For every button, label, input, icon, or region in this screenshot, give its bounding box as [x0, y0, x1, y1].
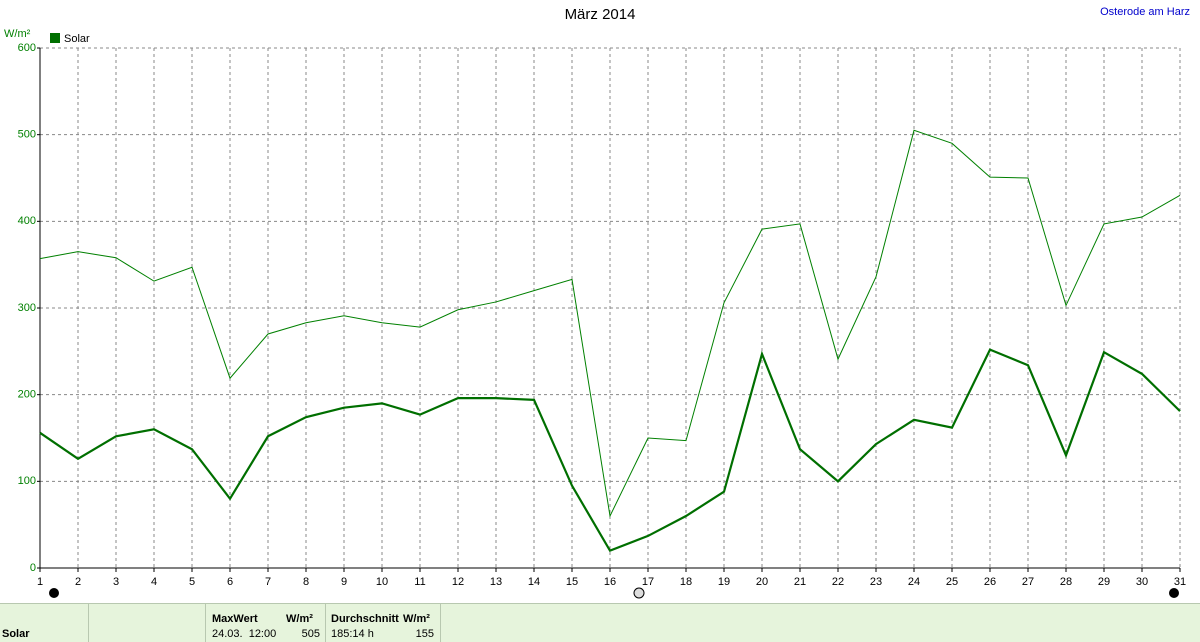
series-line — [39, 129, 1181, 518]
max-unit: W/m² — [286, 613, 313, 625]
y-tick-label: 0 — [30, 562, 36, 574]
x-tick-label: 18 — [680, 576, 692, 588]
x-tick-label: 5 — [189, 576, 195, 588]
max-value: 505 — [301, 628, 320, 640]
x-tick-label: 14 — [528, 576, 540, 588]
legend-label: Solar — [64, 33, 90, 45]
y-tick-label: 500 — [18, 129, 36, 141]
footer-label: Solar — [2, 628, 30, 640]
cell — [0, 604, 89, 642]
x-tick-label: 23 — [870, 576, 882, 588]
x-tick-label: 27 — [1022, 576, 1034, 588]
x-tick-label: 22 — [832, 576, 844, 588]
x-tick-label: 1 — [37, 576, 43, 588]
cell — [88, 604, 206, 642]
x-tick-label: 28 — [1060, 576, 1072, 588]
cell — [205, 604, 326, 642]
y-axis-label: W/m² — [4, 28, 31, 40]
x-tick-label: 13 — [490, 576, 502, 588]
moon-icon — [633, 587, 645, 599]
x-tick-label: 6 — [227, 576, 233, 588]
x-tick-label: 15 — [566, 576, 578, 588]
x-tick-label: 2 — [75, 576, 81, 588]
avg-unit: W/m² — [403, 613, 430, 625]
x-tick-label: 24 — [908, 576, 920, 588]
y-tick-label: 600 — [18, 42, 36, 54]
chart-title: März 2014 — [565, 6, 636, 23]
x-tick-label: 12 — [452, 576, 464, 588]
location: Osterode am Harz — [1100, 6, 1190, 18]
x-tick-label: 10 — [376, 576, 388, 588]
x-tick-label: 20 — [756, 576, 768, 588]
series-line — [39, 348, 1181, 553]
x-tick-label: 31 — [1174, 576, 1186, 588]
x-tick-label: 4 — [151, 576, 157, 588]
x-tick-label: 11 — [414, 576, 425, 588]
x-tick-label: 8 — [303, 576, 309, 588]
moon-icon — [49, 588, 59, 598]
x-tick-label: 29 — [1098, 576, 1110, 588]
x-tick-label: 26 — [984, 576, 996, 588]
x-tick-label: 25 — [946, 576, 958, 588]
x-tick-label: 9 — [341, 576, 347, 588]
x-tick-label: 7 — [265, 576, 271, 588]
x-tick-label: 21 — [794, 576, 806, 588]
x-tick-label: 16 — [604, 576, 616, 588]
max-time: 24.03. 12:00 — [212, 628, 277, 640]
moon-icon — [1169, 588, 1179, 598]
chart: März 2014 Osterode am Harz W/m² 0 100 200 3… — [4, 6, 1190, 599]
cell — [325, 604, 441, 642]
y-tick-label: 300 — [18, 302, 36, 314]
y-tick-label: 400 — [18, 215, 36, 227]
legend-swatch — [50, 33, 60, 43]
x-tick-label: 3 — [113, 576, 119, 588]
x-tick-label: 17 — [642, 576, 654, 588]
y-tick-label: 200 — [18, 389, 36, 401]
x-tick-label: 19 — [718, 576, 730, 588]
footer: Solar MaxWert W/m² 24.03. 12:00 505 Durc… — [0, 603, 1200, 642]
x-tick-label: 30 — [1136, 576, 1148, 588]
y-tick-label: 100 — [18, 475, 36, 487]
avg-time: 185:14 h — [331, 628, 374, 640]
avg-value: 155 — [415, 628, 434, 640]
avg-header: Durchschnitt — [331, 613, 399, 625]
max-header: MaxWert — [212, 613, 258, 625]
